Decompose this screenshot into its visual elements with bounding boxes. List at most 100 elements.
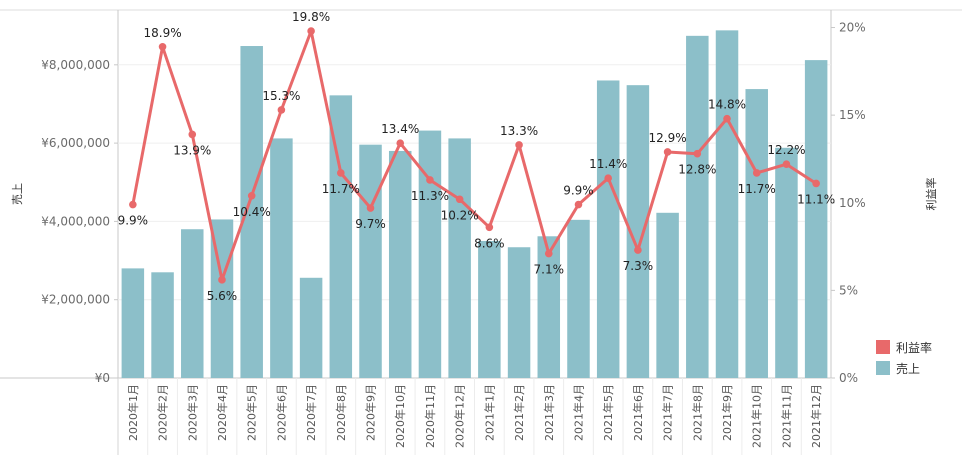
x-tick-label: 2021年2月 xyxy=(512,384,526,441)
x-tick-label: 2021年4月 xyxy=(571,384,585,441)
line-profit-rate xyxy=(131,29,817,282)
x-tick-label: 2021年6月 xyxy=(631,384,645,441)
x-tick-label: 2021年1月 xyxy=(482,384,496,441)
data-label-profit-rate: 11.3% xyxy=(411,189,449,203)
x-tick-label: 2020年5月 xyxy=(245,384,259,441)
data-label-profit-rate: 19.8% xyxy=(292,10,330,24)
point-profit-rate xyxy=(218,276,226,284)
right-tick-label: 5% xyxy=(839,283,858,297)
bar-sales xyxy=(121,268,145,378)
right-tick-label: 10% xyxy=(839,196,866,210)
legend-label: 売上 xyxy=(896,361,920,376)
data-label-profit-rate: 9.7% xyxy=(355,217,386,231)
data-label-profit-rate: 7.3% xyxy=(623,259,654,273)
data-label-profit-rate: 10.2% xyxy=(441,208,479,222)
data-label-profit-rate: 12.2% xyxy=(767,143,805,157)
x-tick-label: 2021年7月 xyxy=(661,384,675,441)
point-profit-rate xyxy=(723,114,731,123)
point-profit-rate xyxy=(129,200,137,209)
data-label-profit-rate: 8.6% xyxy=(474,236,505,250)
point-profit-rate xyxy=(693,149,702,158)
x-tick-label: 2021年12月 xyxy=(809,384,823,448)
point-profit-rate xyxy=(247,191,256,200)
x-tick-label: 2020年2月 xyxy=(156,384,170,441)
bar-sales xyxy=(359,144,382,378)
bar-sales xyxy=(715,30,739,378)
data-label-profit-rate: 9.9% xyxy=(118,214,149,228)
point-profit-rate xyxy=(752,169,761,177)
bar-sales xyxy=(596,80,620,379)
x-tick-label: 2020年4月 xyxy=(215,384,229,441)
left-tick-label: ¥0 xyxy=(95,371,110,385)
data-label-profit-rate: 11.7% xyxy=(322,182,360,196)
x-tick-label: 2021年3月 xyxy=(542,384,556,441)
data-label-profit-rate: 13.4% xyxy=(381,122,419,136)
bar-sales xyxy=(567,219,590,378)
x-tick-label: 2020年6月 xyxy=(274,384,288,441)
bar-sales xyxy=(240,46,263,378)
x-tick-label: 2020年11月 xyxy=(423,384,437,448)
x-tick-label: 2020年7月 xyxy=(304,384,318,441)
data-label-profit-rate: 11.7% xyxy=(738,182,776,196)
data-label-profit-rate: 13.9% xyxy=(173,143,211,157)
point-profit-rate xyxy=(604,174,612,183)
point-profit-rate xyxy=(396,139,405,147)
bar-sales xyxy=(270,138,293,378)
x-tick-label: 2020年9月 xyxy=(364,384,378,441)
bar-sales xyxy=(775,147,798,378)
data-label-profit-rate: 13.3% xyxy=(500,124,538,138)
legend-swatch xyxy=(876,361,890,375)
point-profit-rate xyxy=(485,223,494,232)
bar-sales xyxy=(507,247,531,378)
bar-sales xyxy=(329,95,353,379)
x-tick-label: 2021年5月 xyxy=(601,384,615,441)
point-profit-rate xyxy=(634,246,642,254)
bar-sales xyxy=(299,277,323,378)
point-profit-rate xyxy=(574,200,583,209)
data-label-profit-rate: 14.8% xyxy=(708,98,746,112)
right-tick-label: 15% xyxy=(839,108,866,122)
point-profit-rate xyxy=(544,249,553,258)
point-profit-rate xyxy=(455,195,464,204)
bar-sales xyxy=(418,130,442,378)
point-profit-rate xyxy=(782,160,791,169)
point-profit-rate xyxy=(515,141,523,149)
left-axis-title: 売上 xyxy=(11,183,24,205)
x-tick-label: 2021年8月 xyxy=(690,384,704,441)
data-label-profit-rate: 10.4% xyxy=(233,205,271,219)
point-profit-rate xyxy=(277,106,286,114)
x-tick-label: 2020年12月 xyxy=(453,384,467,448)
data-label-profit-rate: 15.3% xyxy=(262,89,300,103)
data-label-profit-rate: 9.9% xyxy=(563,184,594,198)
point-profit-rate xyxy=(307,27,315,35)
data-label-profit-rate: 11.1% xyxy=(797,192,835,206)
right-tick-label: 0% xyxy=(839,371,858,385)
data-label-profit-rate: 11.4% xyxy=(589,157,627,171)
x-tick-label: 2021年9月 xyxy=(720,384,734,441)
point-profit-rate xyxy=(188,130,197,139)
point-profit-rate xyxy=(158,43,167,51)
bar-sales xyxy=(537,236,561,378)
data-label-profit-rate: 18.9% xyxy=(144,26,182,40)
x-tick-label: 2020年10月 xyxy=(393,384,407,448)
point-profit-rate xyxy=(337,169,345,177)
bar-sales xyxy=(626,85,650,378)
bar-sales xyxy=(804,60,828,379)
left-tick-label: ¥8,000,000 xyxy=(41,58,110,72)
x-tick-label: 2020年8月 xyxy=(334,384,348,441)
data-label-profit-rate: 12.8% xyxy=(678,163,716,177)
legend-swatch xyxy=(876,340,890,354)
legend-label: 利益率 xyxy=(896,340,932,355)
left-tick-label: ¥2,000,000 xyxy=(41,293,110,307)
x-tick-label: 2021年11月 xyxy=(779,384,793,448)
point-profit-rate xyxy=(426,176,434,184)
right-tick-label: 20% xyxy=(839,21,866,35)
bar-sales xyxy=(686,35,709,379)
point-profit-rate xyxy=(366,204,375,212)
left-tick-label: ¥6,000,000 xyxy=(41,136,110,150)
bar-sales xyxy=(656,212,679,378)
left-tick-label: ¥4,000,000 xyxy=(41,214,110,228)
x-tick-label: 2020年1月 xyxy=(126,384,140,441)
